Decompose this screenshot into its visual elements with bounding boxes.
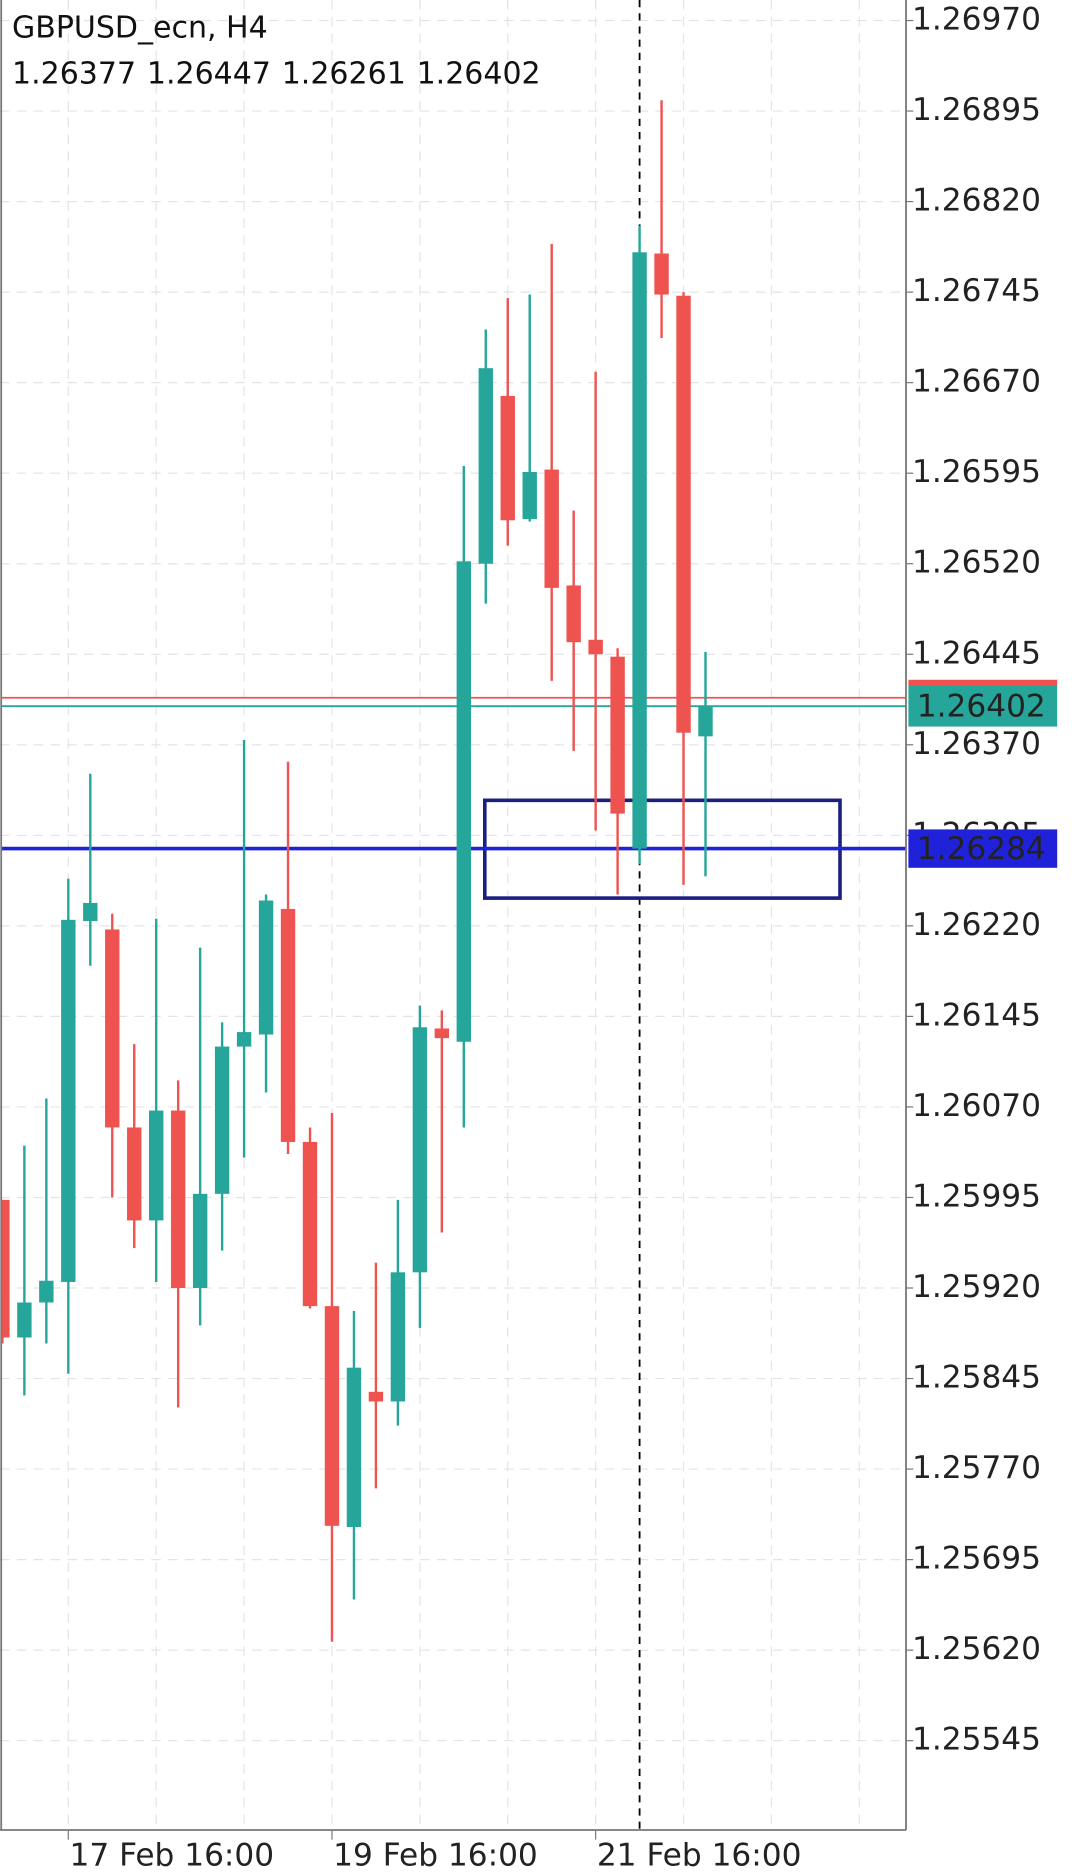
candle-body	[654, 253, 669, 295]
y-tick-label: 1.25995	[912, 1178, 1041, 1214]
y-tick-label: 1.25920	[912, 1269, 1041, 1305]
ohlc-open: 1.26377	[12, 56, 136, 91]
candle-body	[39, 1280, 54, 1303]
y-tick-label: 1.26970	[912, 2, 1041, 38]
y-tick-label: 1.26595	[912, 454, 1041, 490]
candle-body	[588, 639, 603, 655]
symbol-title: GBPUSD_ecn, H4	[12, 10, 268, 45]
bid-label: 1.26402	[917, 688, 1046, 724]
y-tick-label: 1.26220	[912, 907, 1041, 943]
y-tick-label: 1.25620	[912, 1631, 1041, 1667]
level-label-box	[908, 829, 1058, 868]
y-tick-label: 1.26520	[912, 545, 1041, 581]
y-tick-label: 1.26670	[912, 364, 1041, 400]
candle-body	[83, 902, 98, 922]
ohlc-high: 1.26447	[147, 56, 271, 91]
candle-body	[412, 1027, 428, 1273]
x-tick-label: 17 Feb 16:00	[70, 1837, 275, 1873]
candle-body	[478, 368, 493, 564]
y-tick-label: 1.25845	[912, 1360, 1041, 1396]
candle-body	[324, 1306, 340, 1526]
candle-body	[17, 1302, 32, 1338]
x-tick-label: 21 Feb 16:00	[597, 1837, 802, 1873]
candle-body	[456, 561, 472, 1042]
ohlc-readout: 1.26377 1.26447 1.26261 1.26402	[12, 56, 541, 91]
candle-body	[500, 395, 515, 521]
candle-body	[1, 1199, 10, 1338]
candle-body	[676, 295, 691, 733]
candle-body	[698, 706, 713, 737]
ohlc-low: 1.26261	[282, 56, 406, 91]
candle-body	[434, 1028, 450, 1039]
candle-body	[522, 471, 537, 520]
grid	[0, 0, 906, 1831]
y-tick-label: 1.26070	[912, 1088, 1041, 1124]
x-tick-label: 19 Feb 16:00	[333, 1837, 538, 1873]
candle-body	[61, 919, 76, 1282]
ohlc-close: 1.26402	[417, 56, 541, 91]
candle-body	[192, 1193, 208, 1289]
candle-body	[632, 252, 647, 849]
candle-body	[214, 1046, 230, 1194]
candle-body	[610, 656, 625, 814]
y-tick-label: 1.26895	[912, 92, 1041, 128]
candle-body	[566, 585, 581, 643]
y-tick-label: 1.25770	[912, 1450, 1041, 1486]
plot-area	[1, 0, 906, 1831]
level-label: 1.26284	[917, 831, 1046, 867]
y-tick-label: 1.26145	[912, 997, 1041, 1033]
price-axis: 1.26970 1.26895 1.26820 1.26745 1.26670 1.265…	[67, 2, 1058, 1873]
candle-body	[170, 1110, 186, 1289]
candle-body	[149, 1110, 164, 1221]
y-tick-label: 1.25695	[912, 1541, 1041, 1577]
candle-body	[368, 1391, 384, 1402]
candle-body	[302, 1141, 318, 1307]
candle-body	[236, 1032, 252, 1047]
candle-body	[280, 908, 296, 1142]
y-tick-label: 1.26370	[912, 726, 1041, 762]
y-tick-label: 1.26820	[912, 183, 1041, 219]
candle-body	[105, 929, 120, 1128]
y-tick-label: 1.25545	[912, 1722, 1041, 1758]
candle-body	[346, 1367, 362, 1528]
y-tick-label: 1.26445	[912, 635, 1041, 671]
candle-body	[127, 1127, 142, 1221]
candle-body	[390, 1272, 406, 1402]
candle-body	[258, 900, 274, 1035]
ask-label-strip	[908, 679, 1058, 687]
candle-body	[544, 469, 559, 588]
bid-label-box	[908, 685, 1058, 727]
y-tick-label: 1.26745	[912, 273, 1041, 309]
